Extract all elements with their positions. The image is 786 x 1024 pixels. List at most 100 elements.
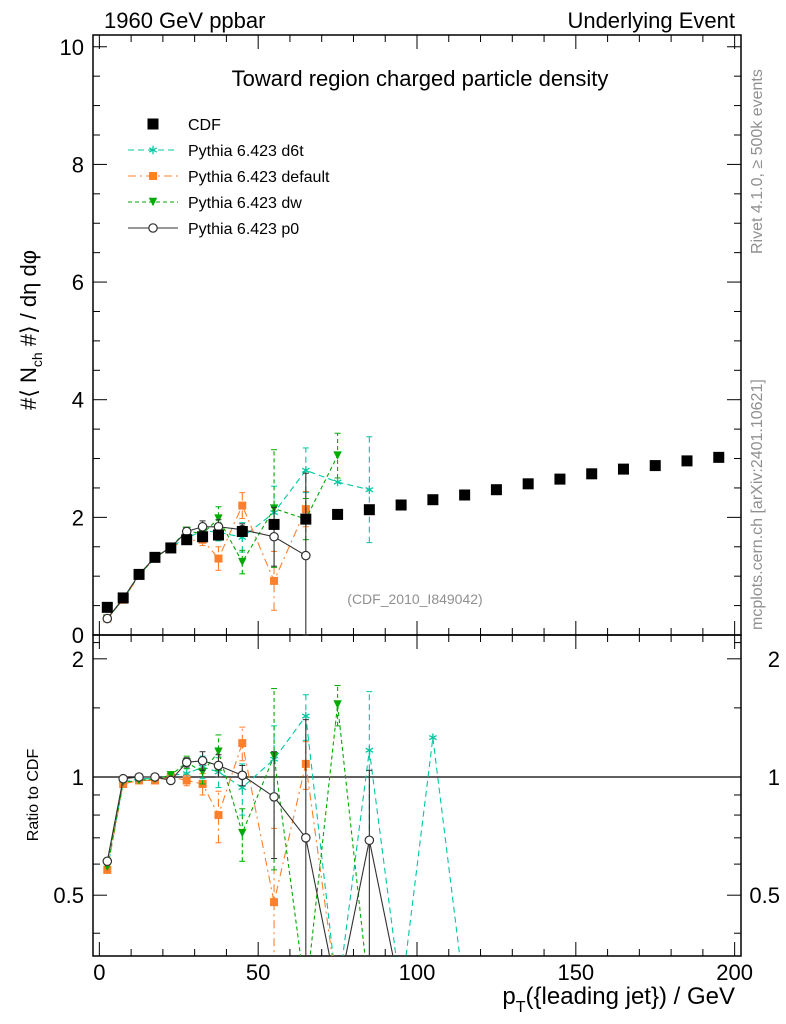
ratio-tick-label-right: 1	[768, 765, 780, 790]
data-point-marker	[214, 514, 223, 523]
data-point-marker	[333, 451, 342, 460]
y-tick-label: 6	[72, 270, 84, 295]
series-line	[106, 469, 370, 620]
data-point-marker	[197, 531, 209, 543]
legend-label: Pythia 6.423 default	[188, 169, 330, 186]
data-point-marker	[269, 531, 279, 542]
data-point-marker	[268, 518, 280, 530]
data-point-marker	[333, 700, 342, 709]
ratio-plot-marks	[102, 685, 461, 956]
plot-title: Toward region charged particle density	[232, 66, 609, 91]
star-stroke	[428, 734, 437, 741]
legend-item: Pythia 6.423 d6t	[128, 143, 304, 160]
ratio-plot-frame	[92, 634, 742, 957]
series-0	[101, 451, 725, 613]
data-point-marker	[301, 550, 311, 561]
legend-item: Pythia 6.423 p0	[128, 221, 299, 238]
data-point-marker	[363, 504, 375, 516]
y-tick-label: 2	[72, 505, 84, 530]
data-point-marker	[300, 513, 312, 525]
data-point-marker	[214, 554, 223, 563]
data-point-marker	[134, 772, 144, 782]
data-point-marker	[214, 747, 223, 756]
data-point-marker	[713, 451, 725, 463]
legend-label: CDF	[188, 117, 221, 134]
ratio-series-line	[106, 714, 461, 956]
data-point-marker	[238, 739, 247, 748]
data-point-marker	[237, 770, 248, 781]
data-point-marker	[214, 811, 223, 820]
data-point-marker	[332, 508, 344, 520]
x-tick-label: 50	[246, 960, 270, 985]
analysis-label: (CDF_2010_I849042)	[347, 591, 482, 607]
data-point-marker	[101, 601, 113, 613]
data-point-marker	[147, 118, 159, 130]
ratio-series-1	[103, 691, 461, 956]
data-point-marker	[522, 478, 534, 490]
legend-label: Pythia 6.423 d6t	[188, 143, 304, 160]
data-point-marker	[148, 197, 158, 207]
data-point-marker	[150, 772, 160, 782]
data-point-marker	[149, 172, 157, 180]
x-tick-label: 200	[716, 960, 753, 985]
ratio-tick-label-left: 0.5	[53, 883, 84, 908]
ratio-tick-label-right: 2	[768, 647, 780, 672]
legend-item: Pythia 6.423 default	[128, 169, 330, 186]
data-point-marker	[166, 775, 176, 786]
data-point-marker	[427, 494, 439, 506]
ratio-series-line	[106, 704, 366, 956]
data-point-marker	[649, 460, 661, 472]
data-point-marker	[270, 576, 279, 585]
data-point-marker	[197, 521, 208, 532]
legend-label: Pythia 6.423 p0	[188, 221, 299, 238]
data-point-marker	[236, 525, 248, 537]
data-point-marker	[148, 223, 158, 233]
data-point-marker	[165, 542, 177, 554]
data-point-marker	[102, 613, 113, 624]
data-point-marker	[301, 711, 310, 721]
data-point-marker	[428, 733, 437, 742]
data-point-marker	[133, 568, 145, 580]
data-point-marker	[238, 501, 247, 510]
data-point-marker	[364, 835, 375, 846]
main-plot-marks	[101, 432, 725, 636]
legend-item: Pythia 6.423 dw	[128, 195, 302, 212]
data-point-marker	[617, 463, 629, 475]
data-point-marker	[149, 145, 157, 155]
x-axis-label: pT({leading jet}) / GeV	[502, 983, 735, 1016]
x-tick-label: 0	[93, 960, 105, 985]
x-tick-label: 100	[399, 960, 436, 985]
star-stroke	[301, 467, 310, 473]
x-tick-label: 150	[557, 960, 594, 985]
data-point-marker	[182, 776, 191, 785]
data-point-marker	[181, 757, 192, 768]
data-point-marker	[395, 499, 407, 511]
data-point-marker	[365, 485, 374, 494]
ratio-tick-label-right: 0.5	[749, 883, 780, 908]
mcplots-source-label: mcplots.cern.ch [arXiv:2401.10621]	[749, 379, 766, 630]
y-tick-label: 10	[60, 35, 84, 60]
data-point-marker	[117, 592, 129, 604]
legend-label: Pythia 6.423 dw	[188, 195, 302, 212]
y-tick-label: 4	[72, 388, 84, 413]
data-point-marker	[586, 468, 598, 480]
y-axis-label: #⟨ Nch #⟩ / dη dφ	[16, 250, 45, 410]
data-point-marker	[365, 746, 374, 755]
series-4	[102, 472, 311, 636]
data-point-marker	[102, 856, 113, 867]
legend-item: CDF	[147, 117, 221, 134]
data-point-marker	[681, 455, 693, 467]
data-point-marker	[238, 557, 247, 567]
star-stroke	[149, 147, 157, 153]
y-tick-label: 0	[72, 623, 84, 648]
data-point-marker	[333, 477, 342, 487]
header-right: Underlying Event	[567, 8, 735, 33]
ratio-tick-label-left: 1	[72, 765, 84, 790]
data-point-marker	[212, 529, 224, 541]
data-point-marker	[197, 755, 208, 766]
data-point-marker	[459, 489, 471, 501]
star-stroke	[301, 713, 310, 719]
ratio-series-4	[102, 719, 394, 956]
y-tick-label: 8	[72, 152, 84, 177]
